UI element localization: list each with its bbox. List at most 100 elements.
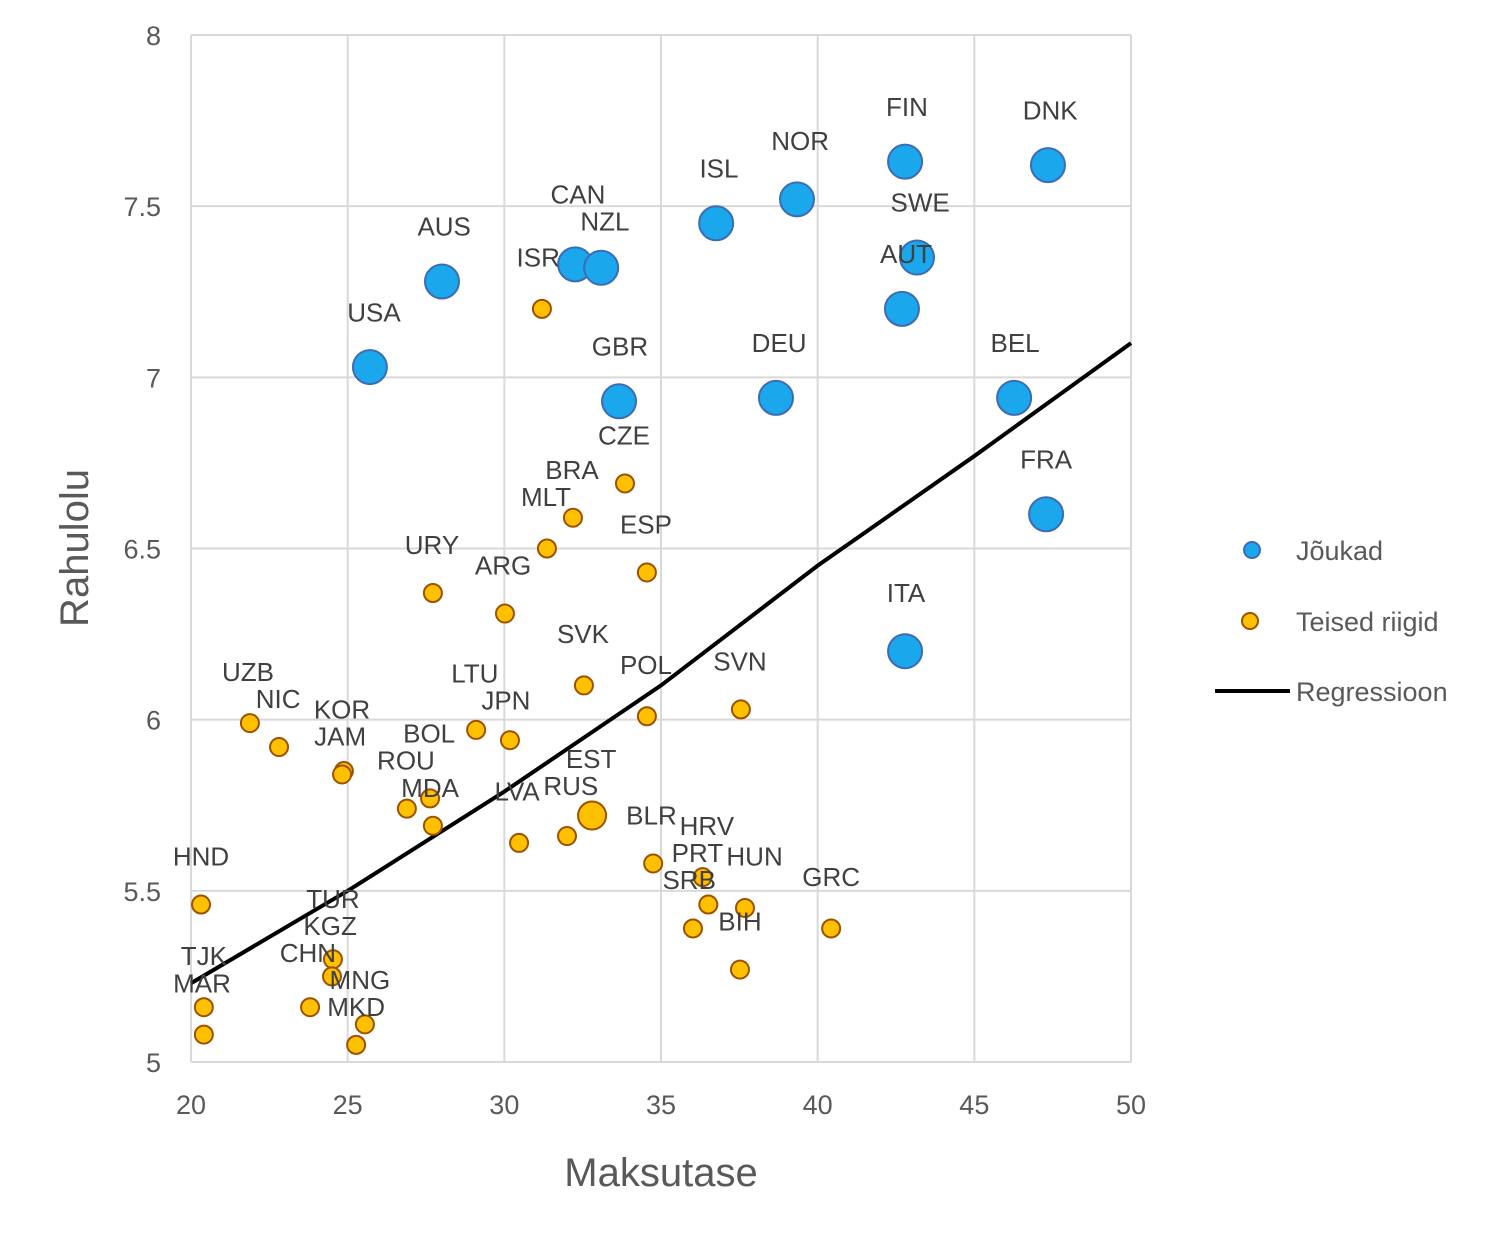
legend-label-rich: Jõukad xyxy=(1296,536,1383,566)
point-other xyxy=(420,788,441,809)
point-label: KGZ xyxy=(303,911,357,941)
point-label: SVK xyxy=(557,619,610,649)
point-label: NZL xyxy=(580,206,629,236)
point-label: GRC xyxy=(802,862,860,892)
point-label: MNG xyxy=(330,965,391,995)
point-label: KOR xyxy=(314,695,370,725)
point-label: MDA xyxy=(401,773,459,803)
point-other xyxy=(499,730,520,751)
x-tick-label: 45 xyxy=(959,1090,989,1120)
point-rich xyxy=(423,263,460,300)
point-label: HUN xyxy=(726,842,782,872)
point-other xyxy=(509,832,530,853)
point-label: GBR xyxy=(592,332,648,362)
point-label: BRA xyxy=(545,455,599,485)
point-label: DEU xyxy=(752,328,807,358)
point-other xyxy=(422,583,443,604)
y-tick-labels: 5 5.5 6 6.5 7 7.5 8 xyxy=(123,21,161,1078)
point-label: BOL xyxy=(403,719,455,749)
point-other xyxy=(531,298,552,319)
y-tick-label: 6 xyxy=(146,706,161,736)
point-label: FRA xyxy=(1020,444,1073,474)
point-label: CAN xyxy=(551,179,606,209)
y-tick-label: 5 xyxy=(146,1048,161,1078)
point-label: AUS xyxy=(417,212,470,242)
point-label: RUS xyxy=(543,771,598,801)
point-other xyxy=(536,538,557,559)
point-label: SVN xyxy=(713,646,766,676)
y-tick-label: 5.5 xyxy=(123,877,161,907)
point-other xyxy=(643,853,664,874)
point-other xyxy=(577,800,608,831)
x-tick-label: 50 xyxy=(1116,1090,1146,1120)
legend-item-rich: Jõukad xyxy=(1243,536,1383,566)
point-other xyxy=(354,1014,375,1035)
point-other xyxy=(346,1034,367,1055)
point-label: MLT xyxy=(521,482,571,512)
point-label: CZE xyxy=(598,421,650,451)
point-label: TUR xyxy=(306,884,359,914)
point-label: JPN xyxy=(481,686,530,716)
x-tick-label: 20 xyxy=(176,1090,206,1120)
point-other xyxy=(734,897,755,918)
point-rich xyxy=(887,143,924,180)
legend-item-regression: Regressioon xyxy=(1215,677,1448,707)
point-other xyxy=(692,867,713,888)
point-label: USA xyxy=(347,297,401,327)
point-rich xyxy=(887,633,924,670)
x-tick-labels: 20 25 30 35 40 45 50 xyxy=(176,1090,1146,1120)
point-rich xyxy=(698,205,735,242)
point-label: NIC xyxy=(256,684,301,714)
point-label: AUT xyxy=(880,239,932,269)
point-label: DNK xyxy=(1023,95,1079,125)
point-label: ESP xyxy=(620,510,672,540)
legend-label-regression: Regressioon xyxy=(1296,677,1448,707)
point-rich xyxy=(351,349,388,386)
point-other xyxy=(269,737,290,758)
point-label: EST xyxy=(566,744,617,774)
point-label: URY xyxy=(405,530,459,560)
point-label: NOR xyxy=(771,126,829,156)
point-other xyxy=(730,699,751,720)
point-other xyxy=(322,966,342,987)
gridlines xyxy=(190,34,1132,1063)
point-label: ISL xyxy=(699,154,738,184)
x-tick-label: 30 xyxy=(489,1090,519,1120)
point-rich xyxy=(996,379,1033,416)
point-label: UZB xyxy=(222,657,274,687)
point-other xyxy=(698,894,719,915)
point-label: LTU xyxy=(451,659,498,689)
y-tick-label: 7.5 xyxy=(123,192,161,222)
point-label: SRB xyxy=(662,865,715,895)
point-label: BIH xyxy=(718,907,761,937)
point-other xyxy=(682,918,703,939)
point-other xyxy=(332,764,353,785)
legend-marker-rich xyxy=(1243,541,1261,559)
y-axis-title: Rahulolu xyxy=(53,469,97,627)
point-other xyxy=(557,826,577,847)
x-tick-label: 40 xyxy=(803,1090,833,1120)
point-rich xyxy=(757,379,794,416)
point-other xyxy=(396,798,417,819)
point-label: MAR xyxy=(173,968,231,998)
point-rich xyxy=(583,249,620,286)
point-other xyxy=(193,1024,214,1045)
legend: Jõukad Teised riigid Regressioon xyxy=(1215,536,1448,707)
point-other xyxy=(636,562,657,583)
point-other xyxy=(422,815,443,836)
point-label: PRT xyxy=(672,838,724,868)
legend-label-other: Teised riigid xyxy=(1296,607,1439,637)
point-rich xyxy=(601,383,638,420)
point-rich xyxy=(883,290,920,327)
point-label: ARG xyxy=(475,551,531,581)
point-other xyxy=(494,603,515,624)
point-other xyxy=(239,713,260,734)
point-label: FIN xyxy=(886,92,928,122)
point-other xyxy=(300,997,321,1018)
regression-line-path xyxy=(189,341,1133,985)
point-label: ITA xyxy=(887,578,926,608)
y-tick-label: 6.5 xyxy=(123,535,161,565)
point-other xyxy=(573,675,594,696)
